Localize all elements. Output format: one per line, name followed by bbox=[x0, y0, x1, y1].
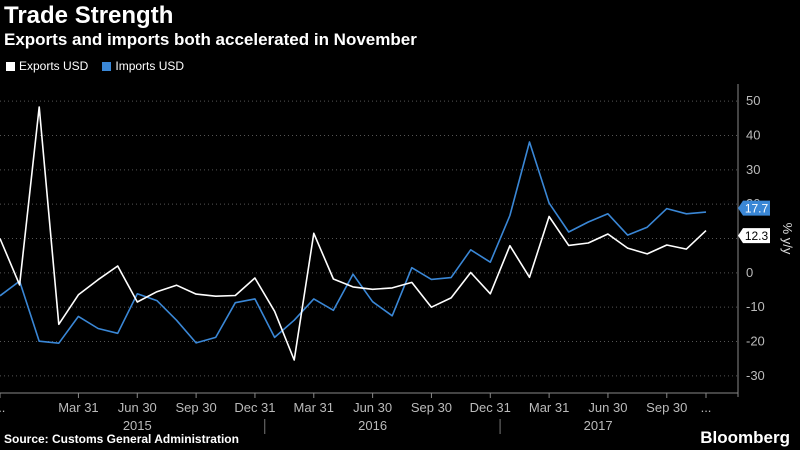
series-line-imports-usd bbox=[0, 141, 707, 345]
x-tick-label: Sep 30 bbox=[411, 400, 452, 415]
y-tick-label: -10 bbox=[746, 299, 765, 314]
x-year-label: 2016 bbox=[358, 418, 387, 433]
x-tick-label: Sep 30 bbox=[646, 400, 687, 415]
x-tick-label: Mar 31 bbox=[58, 400, 98, 415]
brand-logo: Bloomberg bbox=[700, 428, 790, 447]
last-value-tag bbox=[738, 200, 770, 216]
x-year-label: 2015 bbox=[123, 418, 152, 433]
x-tick-label: ... bbox=[0, 400, 5, 415]
y-tick-label: -20 bbox=[746, 334, 765, 349]
y-tick-label: 40 bbox=[746, 128, 760, 143]
y-tick-label: -30 bbox=[746, 368, 765, 383]
y-tick-label: 0 bbox=[746, 265, 753, 280]
x-tick-label: Jun 30 bbox=[353, 400, 392, 415]
series-line-exports-usd bbox=[0, 106, 707, 361]
x-tick-label: Jun 30 bbox=[588, 400, 627, 415]
x-tick-label: Mar 31 bbox=[529, 400, 569, 415]
legend: Exports USD Imports USD bbox=[6, 59, 184, 73]
legend-swatch-imports bbox=[102, 61, 112, 71]
last-value-label: 12.3 bbox=[745, 229, 769, 243]
x-tick-label: Sep 30 bbox=[176, 400, 217, 415]
last-value-tag bbox=[738, 228, 770, 244]
x-tick-label: Dec 31 bbox=[234, 400, 275, 415]
legend-label-imports: Imports USD bbox=[115, 59, 185, 73]
source-note: Source: Customs General Administration bbox=[4, 432, 239, 446]
legend-swatch-exports bbox=[6, 61, 15, 71]
x-tick-label: Mar 31 bbox=[294, 400, 334, 415]
legend-label-exports: Exports USD bbox=[19, 59, 89, 73]
y-axis-label: % y/y bbox=[780, 223, 795, 255]
last-value-label: 17.7 bbox=[745, 202, 769, 216]
y-tick-label: 50 bbox=[746, 93, 760, 108]
x-tick-label: Dec 31 bbox=[470, 400, 511, 415]
x-tick-label: Jun 30 bbox=[118, 400, 157, 415]
y-tick-label: 30 bbox=[746, 162, 760, 177]
legend-item-imports: Imports USD bbox=[102, 59, 184, 73]
x-year-label: 2017 bbox=[584, 418, 613, 433]
x-tick-label: ... bbox=[701, 400, 712, 415]
chart-subtitle: Exports and imports both accelerated in … bbox=[4, 30, 417, 49]
legend-item-exports: Exports USD bbox=[6, 59, 88, 73]
chart-title: Trade Strength bbox=[4, 2, 174, 29]
